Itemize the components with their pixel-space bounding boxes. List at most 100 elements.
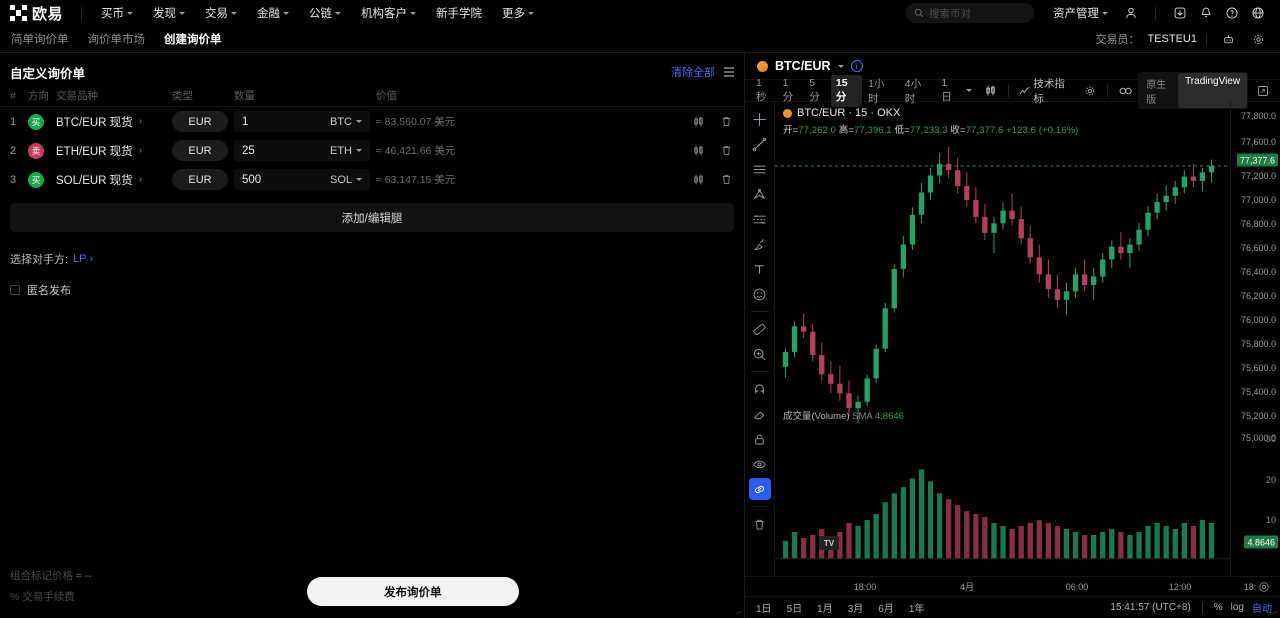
download-icon[interactable]: [1168, 2, 1192, 24]
quantity-input[interactable]: 500 SOL: [234, 169, 370, 190]
nav-item-discover[interactable]: 发现: [144, 2, 194, 24]
nav-item-more[interactable]: 更多: [493, 2, 543, 24]
eraser-icon[interactable]: [749, 403, 771, 425]
publish-rfq-button[interactable]: 发布询价单: [306, 577, 519, 606]
nav-item-chain[interactable]: 公链: [300, 2, 350, 24]
time-settings-icon[interactable]: [1252, 576, 1276, 598]
anonymous-publish-checkbox[interactable]: 匿名发布: [0, 282, 744, 298]
timeframe-1d[interactable]: 1日: [941, 77, 952, 103]
type-selector[interactable]: EUR: [172, 169, 228, 190]
view-native-option[interactable]: 原生版: [1146, 79, 1167, 106]
quantity-input[interactable]: 25 ETH: [234, 140, 370, 161]
search-input[interactable]: 搜索币对: [906, 3, 1034, 23]
delete-row-icon[interactable]: [718, 143, 734, 159]
view-tradingview-option[interactable]: TradingView: [1178, 73, 1248, 108]
timeframe-15m[interactable]: 15分: [830, 74, 863, 107]
resize-corner-icon[interactable]: ⌐: [1272, 607, 1278, 617]
fib-icon[interactable]: [749, 208, 771, 230]
text-icon[interactable]: [749, 258, 771, 280]
tab-rfq-market[interactable]: 询价单市场: [87, 34, 146, 46]
nav-item-academy[interactable]: 新手学院: [427, 2, 491, 24]
fullscreen-icon[interactable]: [1251, 80, 1274, 102]
chart-type-icon[interactable]: [979, 80, 1002, 102]
timeframe-1m[interactable]: 1分: [782, 77, 794, 103]
robot-icon[interactable]: [1216, 28, 1240, 50]
price-tick: 75,800.0: [1240, 339, 1276, 349]
nav-item-institutional[interactable]: 机构客户: [352, 2, 425, 24]
candlestick-icon[interactable]: [690, 143, 706, 159]
range-1mo[interactable]: 1月: [817, 604, 833, 615]
trash-icon[interactable]: [749, 513, 771, 535]
instrument-selector[interactable]: BTC/EUR 现货 ›: [56, 114, 172, 130]
info-icon[interactable]: i: [850, 60, 863, 72]
quantity-unit-selector[interactable]: SOL: [330, 174, 362, 186]
horizontal-lines-icon[interactable]: [749, 158, 771, 180]
add-edit-leg-button[interactable]: 添加/编辑腿: [10, 203, 734, 232]
range-1y[interactable]: 1年: [908, 604, 925, 615]
magnet-icon[interactable]: [749, 378, 771, 400]
resize-corner-icon[interactable]: ⌐: [736, 607, 742, 617]
bell-icon[interactable]: [1194, 2, 1218, 24]
timeframe-1h[interactable]: 1小时: [868, 77, 885, 105]
trendline-icon[interactable]: [749, 133, 771, 155]
candlestick-icon[interactable]: [690, 172, 706, 188]
delete-row-icon[interactable]: [718, 114, 734, 130]
lock-icon[interactable]: [749, 428, 771, 450]
chart-plot-area[interactable]: BTC/EUR · 15 · OKX 开=77,262.0 高=77,396.1…: [775, 102, 1230, 576]
auto-scale-button[interactable]: 自动: [1252, 604, 1272, 615]
brush-icon[interactable]: [749, 233, 771, 255]
gear-icon[interactable]: [1246, 28, 1270, 50]
eye-icon[interactable]: [749, 453, 771, 475]
pitchfork-icon[interactable]: [749, 183, 771, 205]
range-1d[interactable]: 1日: [756, 604, 772, 615]
candlestick-icon[interactable]: [690, 114, 706, 130]
nav-item-buy-crypto[interactable]: 买币: [92, 2, 142, 24]
measure-icon[interactable]: [749, 318, 771, 340]
chart-settings-gear-icon[interactable]: [1078, 80, 1101, 102]
timeframe-5m[interactable]: 5分: [809, 77, 820, 103]
quantity-input[interactable]: 1 BTC: [234, 111, 370, 132]
chevron-down-icon[interactable]: [966, 89, 973, 92]
chevron-down-icon: [283, 11, 290, 15]
globe-icon[interactable]: [1246, 2, 1270, 24]
clear-all-button[interactable]: 清除全部: [671, 67, 715, 79]
indicators-button[interactable]: 技术指标: [1015, 74, 1077, 108]
compare-icon[interactable]: [1114, 80, 1137, 102]
log-scale-button[interactable]: log: [1230, 602, 1244, 613]
range-5d[interactable]: 5日: [786, 604, 803, 615]
tab-simple-rfq[interactable]: 简单询价单: [11, 34, 69, 46]
type-selector[interactable]: EUR: [172, 140, 228, 161]
range-3mo[interactable]: 3月: [847, 604, 864, 615]
nav-item-trade[interactable]: 交易: [196, 2, 246, 24]
timeframe-4h[interactable]: 4小时: [904, 77, 922, 105]
nav-item-finance[interactable]: 金融: [248, 2, 298, 24]
chart-header: BTC/EUR i: [745, 53, 1280, 80]
link-icon[interactable]: [748, 478, 771, 500]
instrument-selector[interactable]: ETH/EUR 现货 ›: [56, 143, 172, 159]
percent-scale-button[interactable]: %: [1213, 602, 1223, 613]
zoom-in-icon[interactable]: [749, 343, 771, 365]
timeframe-1s[interactable]: 1秒: [756, 77, 767, 103]
side-badge[interactable]: 买: [28, 171, 44, 188]
help-icon[interactable]: [1220, 2, 1244, 24]
okx-logo[interactable]: 欧易: [10, 3, 63, 24]
price-axis[interactable]: 77,800.0 77,600.0 77,377.6 77,200.0 77,0…: [1230, 102, 1280, 576]
side-badge[interactable]: 买: [28, 113, 44, 130]
side-badge[interactable]: 卖: [28, 142, 44, 159]
drag-handle-icon[interactable]: [724, 67, 734, 77]
tab-create-rfq[interactable]: 创建询价单: [164, 34, 222, 46]
quantity-unit-selector[interactable]: ETH: [330, 145, 362, 157]
nav-item-asset-management[interactable]: 资产管理: [1044, 2, 1117, 24]
instrument-selector[interactable]: SOL/EUR 现货 ›: [56, 172, 172, 188]
crosshair-icon[interactable]: [749, 108, 771, 130]
type-selector[interactable]: EUR: [172, 111, 228, 132]
user-icon[interactable]: [1119, 2, 1143, 24]
time-axis[interactable]: 18:00 4月 06:00 12:00 18:: [745, 576, 1280, 596]
chevron-down-icon[interactable]: [837, 64, 844, 68]
range-6mo[interactable]: 6月: [878, 604, 894, 615]
emoji-icon[interactable]: [749, 283, 771, 305]
delete-row-icon[interactable]: [718, 172, 734, 188]
counterparty-selector[interactable]: LP ›: [73, 253, 94, 265]
quantity-unit-selector[interactable]: BTC: [330, 116, 362, 128]
quantity-cell: 500 SOL: [234, 169, 376, 190]
